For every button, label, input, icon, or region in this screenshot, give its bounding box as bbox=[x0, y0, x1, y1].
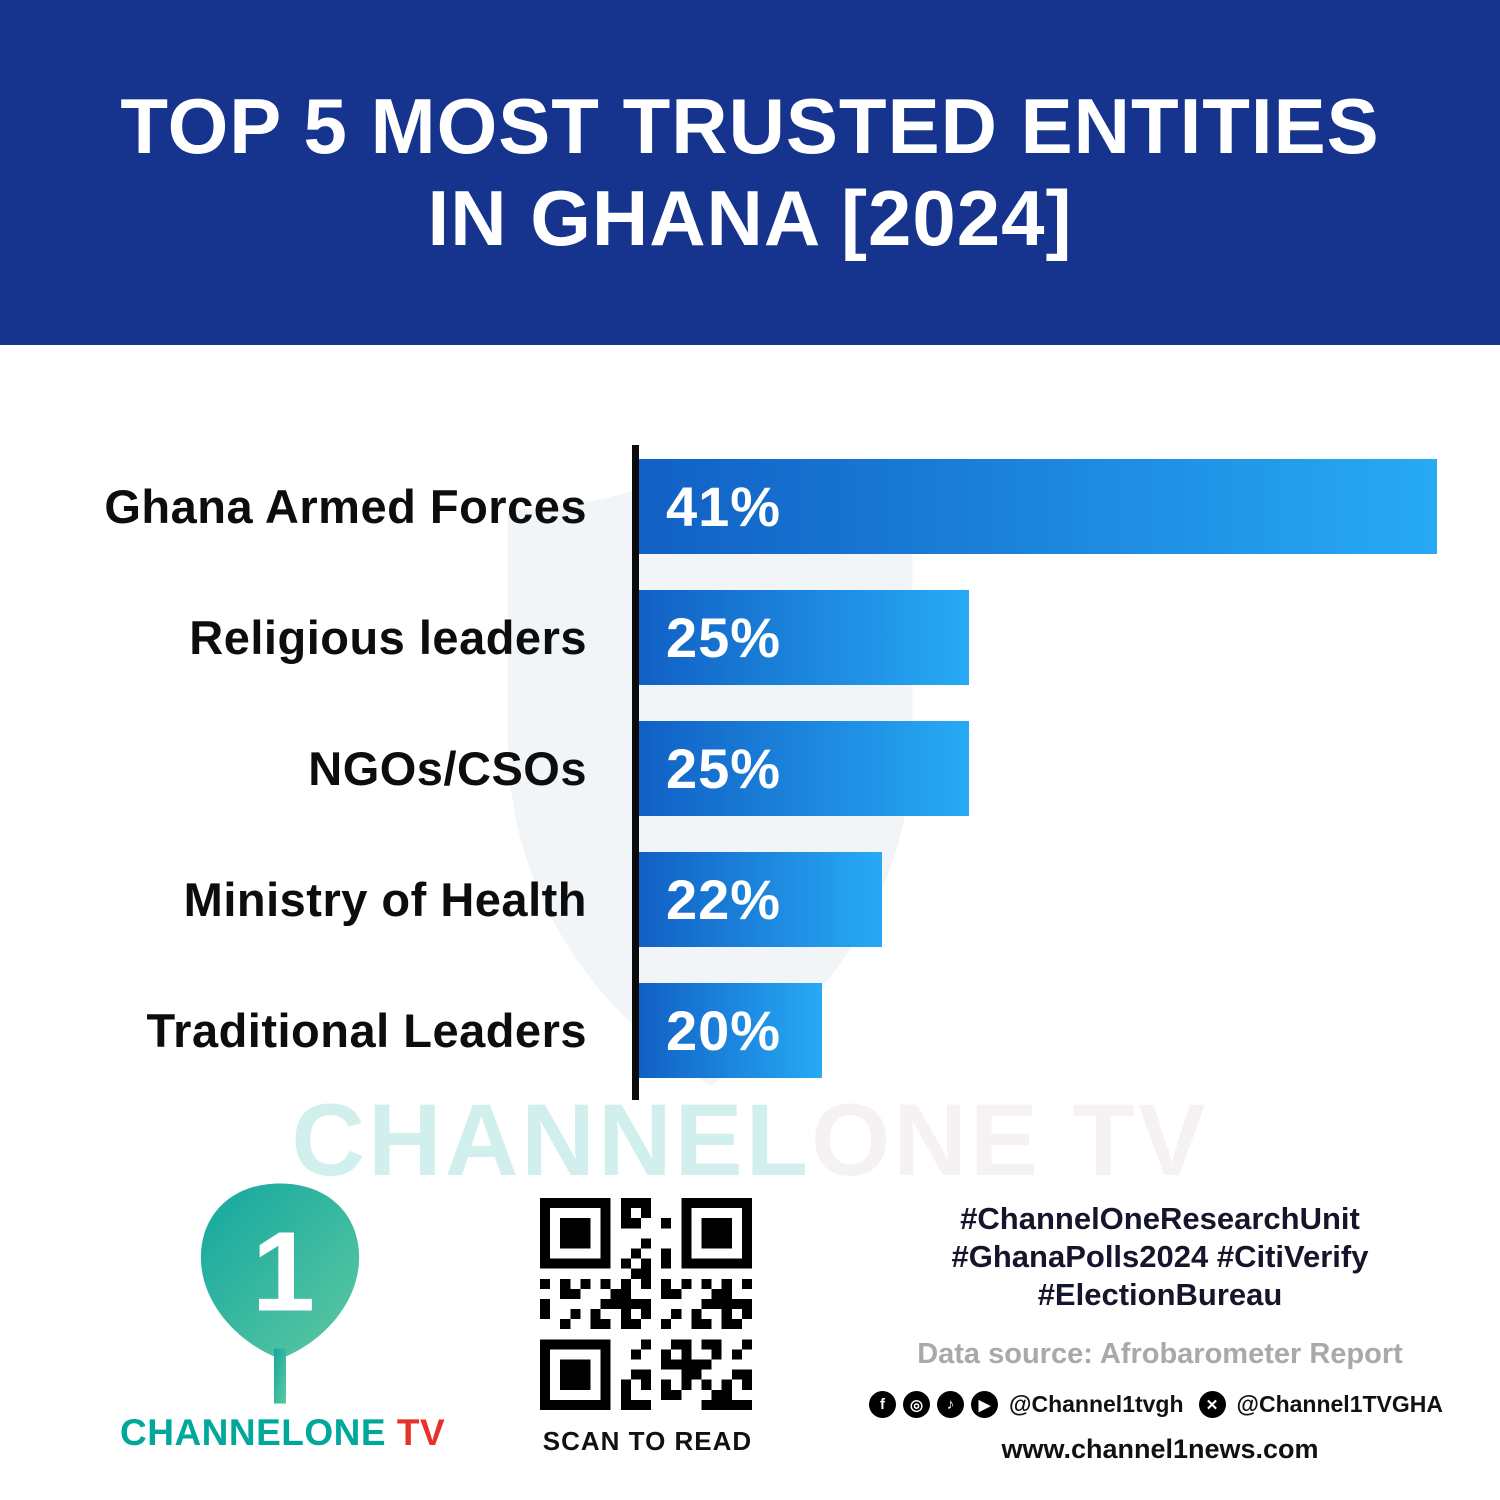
chart-row: Ghana Armed Forces 41% bbox=[0, 459, 1500, 554]
header-banner: TOP 5 MOST TRUSTED ENTITIES IN GHANA [20… bbox=[0, 0, 1500, 345]
brand-watermark-part2: ONE TV bbox=[810, 1083, 1209, 1197]
website-url: www.channel1news.com bbox=[1001, 1434, 1319, 1464]
chart-row: Traditional Leaders 20% bbox=[0, 983, 1500, 1078]
chart-row: Ministry of Health 22% bbox=[0, 852, 1500, 947]
bar: 22% bbox=[639, 852, 882, 947]
bar-label: Traditional Leaders bbox=[146, 1004, 587, 1057]
hashtags-line3: #ElectionBureau bbox=[1037, 1277, 1283, 1312]
chart-axis bbox=[632, 445, 639, 1100]
bar: 25% bbox=[639, 721, 969, 816]
x-icon: ✕ bbox=[1198, 1391, 1226, 1418]
qr-block: SCAN TO READ bbox=[540, 1198, 755, 1457]
youtube-icon: ▶ bbox=[971, 1391, 999, 1418]
bar: 41% bbox=[639, 459, 1437, 554]
chart-row: Religious leaders 25% bbox=[0, 590, 1500, 685]
logo-numeral: 1 bbox=[252, 1209, 315, 1336]
bar-value: 25% bbox=[666, 606, 782, 669]
chart-title-line2: IN GHANA [2024] bbox=[427, 173, 1073, 262]
chart-rows: Ghana Armed Forces 41% Religious leaders 25… bbox=[0, 445, 1500, 1078]
channel-one-logo-block: 1 CHANNELONE TV bbox=[120, 1180, 445, 1454]
brand-watermark: CHANNELONE TV bbox=[0, 1082, 1500, 1199]
footer: 1 CHANNELONE TV SCAN TO READ #ChannelOne… bbox=[0, 1170, 1500, 1500]
brand-wordmark-channelone: CHANNELONE bbox=[120, 1412, 387, 1453]
bar-label: Ghana Armed Forces bbox=[104, 480, 587, 533]
qr-caption: SCAN TO READ bbox=[542, 1426, 753, 1456]
facebook-icon: f bbox=[869, 1391, 897, 1418]
social-handle-primary: @Channel1tvgh bbox=[1009, 1391, 1184, 1417]
bar: 25% bbox=[639, 590, 969, 685]
bar-value: 20% bbox=[666, 999, 782, 1062]
channel-one-logo-icon: 1 bbox=[200, 1183, 360, 1404]
qr-code bbox=[540, 1198, 752, 1410]
bar-value: 22% bbox=[666, 868, 782, 931]
social-row: f ◎ ♪ ▶ @Channel1tvgh ✕ @Channel1TVGHA bbox=[869, 1391, 1443, 1418]
brand-watermark-part1: CHANNEL bbox=[291, 1083, 811, 1197]
bar-label: Ministry of Health bbox=[183, 873, 587, 926]
hashtags-line1: #ChannelOneResearchUnit bbox=[960, 1201, 1360, 1236]
tiktok-icon: ♪ bbox=[937, 1391, 965, 1418]
data-source: Data source: Afrobarometer Report bbox=[917, 1338, 1403, 1370]
bar: 20% bbox=[639, 983, 822, 1078]
brand-wordmark: CHANNELONE TV bbox=[120, 1412, 445, 1454]
footer-info-block: #ChannelOneResearchUnit #GhanaPolls2024 … bbox=[869, 1200, 1443, 1465]
bar-label: NGOs/CSOs bbox=[308, 742, 587, 795]
bar-value: 25% bbox=[666, 737, 782, 800]
chart-row: NGOs/CSOs 25% bbox=[0, 721, 1500, 816]
brand-wordmark-tv: TV bbox=[386, 1412, 446, 1453]
bar-chart: Ghana Armed Forces 41% Religious leaders 25… bbox=[0, 445, 1500, 1105]
bar-label: Religious leaders bbox=[189, 611, 587, 664]
chart-title-line1: TOP 5 MOST TRUSTED ENTITIES bbox=[120, 81, 1380, 170]
instagram-icon: ◎ bbox=[903, 1391, 931, 1418]
social-handle-x: @Channel1TVGHA bbox=[1236, 1391, 1443, 1417]
hashtags-line2: #GhanaPolls2024 #CitiVerify bbox=[951, 1239, 1369, 1274]
bar-value: 41% bbox=[666, 475, 782, 538]
